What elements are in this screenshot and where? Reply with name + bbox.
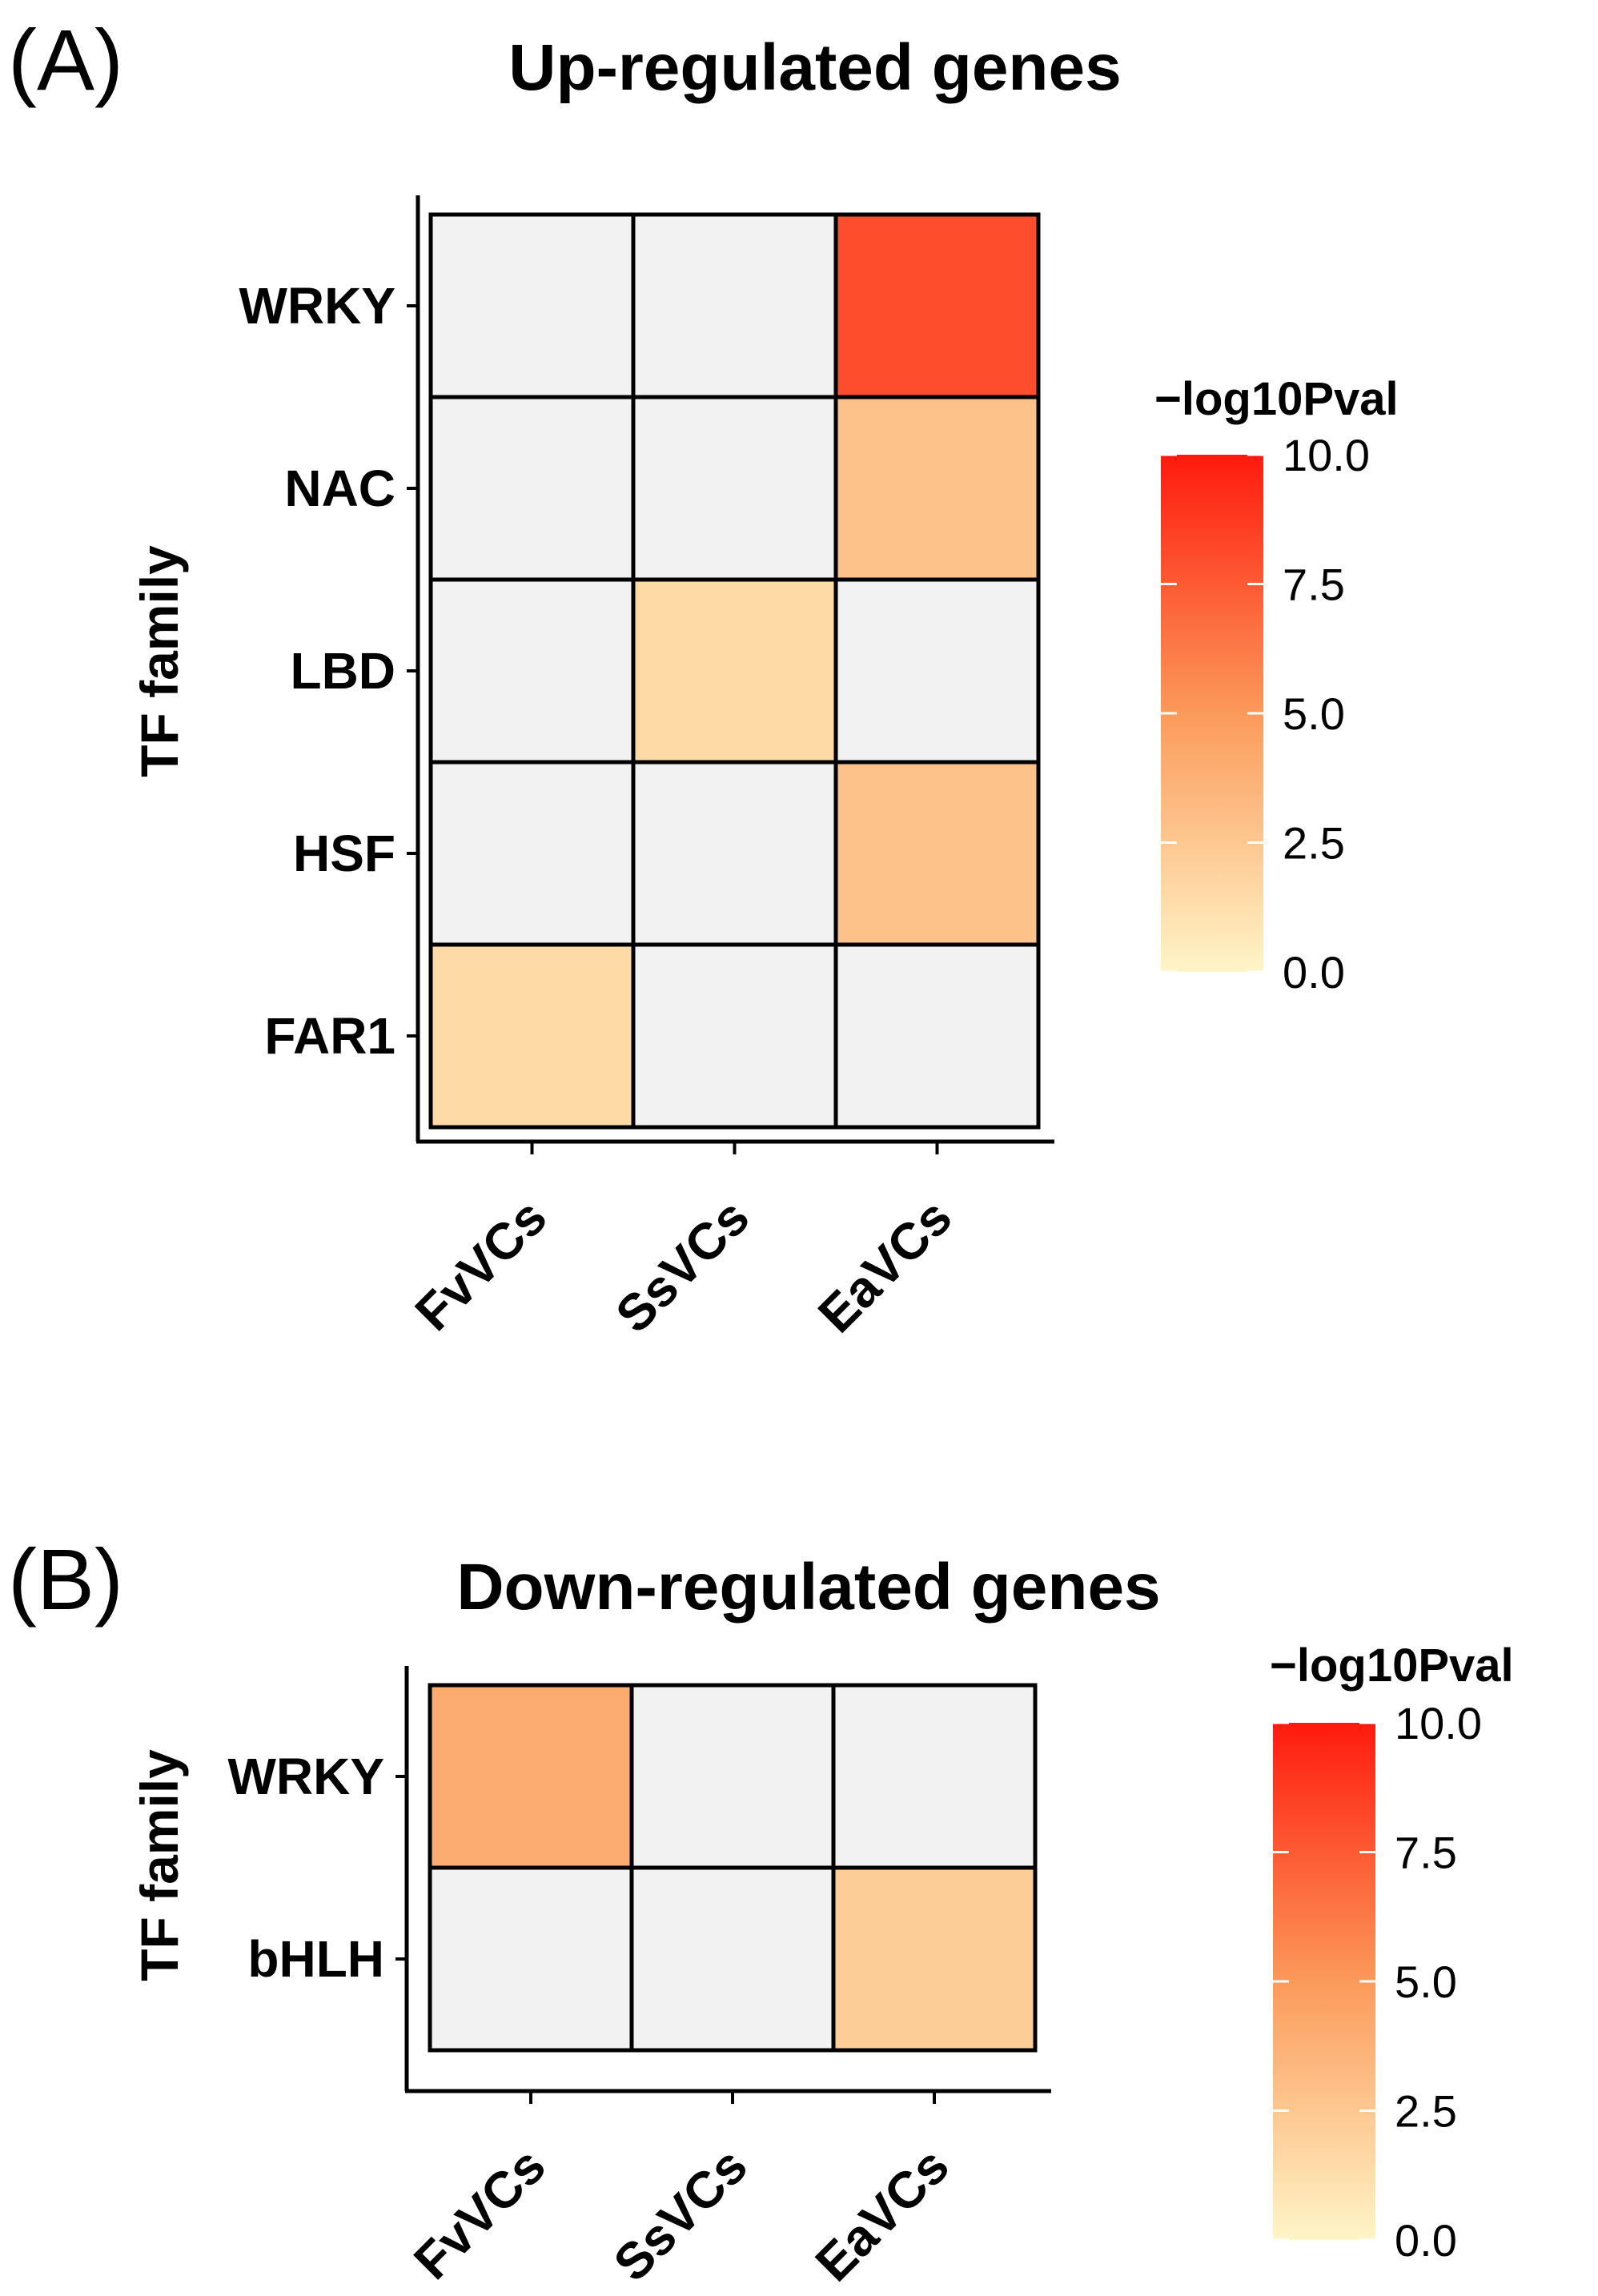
- legend-title: −log10Pval: [1154, 373, 1399, 425]
- axes: [404, 1666, 1051, 2093]
- heatmap-cell-wrky-ssvcs: [629, 1683, 836, 1870]
- heatmap-cells: [428, 1683, 1038, 2053]
- legend-tick-label: 2.5: [1395, 2086, 1457, 2137]
- heatmap-cell-nac-eavcs: [833, 395, 1041, 582]
- heatmap-cell-bhlh-ssvcs: [629, 1865, 836, 2053]
- legend-tick-label: 2.5: [1283, 818, 1345, 869]
- panel-b: (B) Down-regulated genes TF family WRKY b…: [8, 1531, 1514, 2292]
- x-tick-labels: FvVCs SsVCs EaVCs: [403, 2091, 960, 2292]
- heatmap-cell-wrky-fvvcs: [428, 212, 636, 399]
- y-tick-label: WRKY: [239, 277, 395, 335]
- heatmap-cell-hsf-eavcs: [833, 760, 1041, 947]
- chart-title: Up-regulated genes: [508, 31, 1121, 104]
- x-tick-label: EaVCs: [807, 1188, 962, 1343]
- legend-tick-label: 5.0: [1283, 688, 1345, 739]
- y-tick-label: bHLH: [247, 1930, 384, 1988]
- legend-tick-label: 10.0: [1395, 1698, 1482, 1748]
- legend-tick-label: 0.0: [1283, 947, 1345, 997]
- heatmap-cell-bhlh-eavcs: [831, 1865, 1038, 2053]
- x-tick-label: FvVCs: [403, 2137, 556, 2290]
- legend-color-bar: [1161, 455, 1263, 972]
- chart-title: Down-regulated genes: [456, 1551, 1160, 1624]
- heatmap-cell-lbd-eavcs: [833, 577, 1041, 765]
- x-tick-label: EaVCs: [805, 2137, 960, 2292]
- y-tick-labels: WRKY NAC LBD HSF FAR1: [239, 277, 418, 1065]
- legend-tick-label: 5.0: [1395, 1957, 1457, 2007]
- heatmap-cell-wrky-eavcs: [831, 1683, 1038, 1870]
- y-tick-label: LBD: [290, 642, 395, 700]
- heatmap-cell-lbd-fvvcs: [428, 577, 636, 765]
- legend-tick-label: 10.0: [1283, 430, 1370, 480]
- panel-a: (A) Up-regulated genes TF family WRKY NAC…: [8, 11, 1399, 1343]
- heatmap-cell-far1-fvvcs: [428, 942, 636, 1130]
- heatmap-cell-lbd-ssvcs: [631, 577, 838, 765]
- y-axis-title: TF family: [130, 1749, 189, 1981]
- heatmap-cell-wrky-ssvcs: [631, 212, 838, 399]
- legend-tick-label: 0.0: [1395, 2215, 1457, 2266]
- heatmap-cell-hsf-ssvcs: [631, 760, 838, 947]
- x-tick-label: FvVCs: [404, 1188, 558, 1342]
- heatmap-cell-wrky-eavcs: [833, 212, 1041, 399]
- panel-label: (A): [8, 11, 123, 108]
- x-tick-label: SsVCs: [604, 1188, 760, 1343]
- heatmap-cell-far1-ssvcs: [631, 942, 838, 1130]
- legend-color-bar: [1273, 1723, 1375, 2240]
- color-legend: −log10Pval 0.0 2.5 5.0 7.5 10.0: [1270, 1640, 1514, 2266]
- x-tick-label: SsVCs: [603, 2137, 758, 2292]
- heatmap-cell-wrky-fvvcs: [428, 1683, 634, 1870]
- y-tick-label: NAC: [284, 460, 395, 517]
- y-tick-labels: WRKY bHLH: [227, 1748, 407, 1988]
- legend-tick-label: 7.5: [1283, 560, 1345, 610]
- legend-title: −log10Pval: [1270, 1640, 1514, 1692]
- heatmap-cells: [428, 212, 1041, 1130]
- heatmap-cell-nac-fvvcs: [428, 395, 636, 582]
- heatmap-cell-hsf-fvvcs: [428, 760, 636, 947]
- heatmap-cell-nac-ssvcs: [631, 395, 838, 582]
- legend-tick-label: 7.5: [1395, 1828, 1457, 1878]
- y-axis-title: TF family: [130, 545, 189, 777]
- color-legend: −log10Pval 0.0 2.5 5.0 7.5 10.0: [1154, 373, 1399, 997]
- panel-label: (B): [8, 1531, 123, 1628]
- y-tick-label: FAR1: [264, 1007, 395, 1065]
- heatmap-cell-far1-eavcs: [833, 942, 1041, 1130]
- y-tick-label: HSF: [293, 825, 395, 882]
- y-tick-label: WRKY: [227, 1748, 384, 1805]
- heatmap-cell-bhlh-fvvcs: [428, 1865, 634, 2053]
- x-tick-labels: FvVCs SsVCs EaVCs: [404, 1142, 962, 1343]
